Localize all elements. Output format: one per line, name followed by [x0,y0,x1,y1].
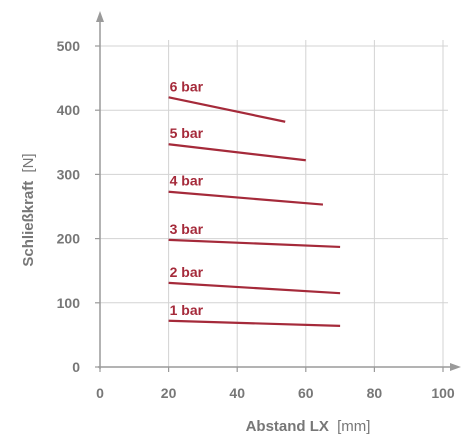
x-tick-label: 80 [367,385,383,401]
series-line [168,143,306,162]
y-axis-unit: [N] [20,153,37,172]
series-labels: 6 bar 5 bar 4 bar 3 bar 2 bar 1 bar [170,78,204,317]
series-label: 6 bar [170,78,204,94]
series-label: 5 bar [170,125,204,141]
series-label: 3 bar [170,221,204,237]
series-line [168,319,341,328]
series-lines [168,96,341,328]
grid [100,40,448,367]
x-axis-unit: [mm] [337,418,370,435]
y-tick-label: 400 [57,102,81,118]
series-line [168,190,324,206]
y-tick-label: 200 [57,231,81,247]
x-tick-label: 0 [96,385,104,401]
series-line [168,281,341,295]
x-tick-label: 100 [431,385,455,401]
tick-labels: 0 20 40 60 80 100 0 100 200 300 400 500 [57,38,455,401]
x-axis-label: Abstand LX [246,418,329,435]
x-tick-label: 40 [229,385,245,401]
series-label: 2 bar [170,264,204,280]
x-tick-label: 60 [298,385,314,401]
series-line [168,96,286,123]
x-axis-title: Abstand LX [mm] [246,418,371,435]
y-tick-label: 500 [57,38,81,54]
y-axis-arrow [96,11,104,22]
series-line [168,238,341,249]
y-tick-label: 300 [57,166,81,182]
y-tick-label: 0 [72,359,80,375]
x-axis-arrow [450,363,461,371]
x-tick-label: 20 [161,385,177,401]
y-tick-label: 100 [57,295,81,311]
series-label: 4 bar [170,173,204,189]
y-axis-label: Schließkraft [20,181,37,267]
axes [95,11,461,372]
series-label: 1 bar [170,302,204,318]
y-axis-title: Schließkraft [N] [20,153,37,266]
